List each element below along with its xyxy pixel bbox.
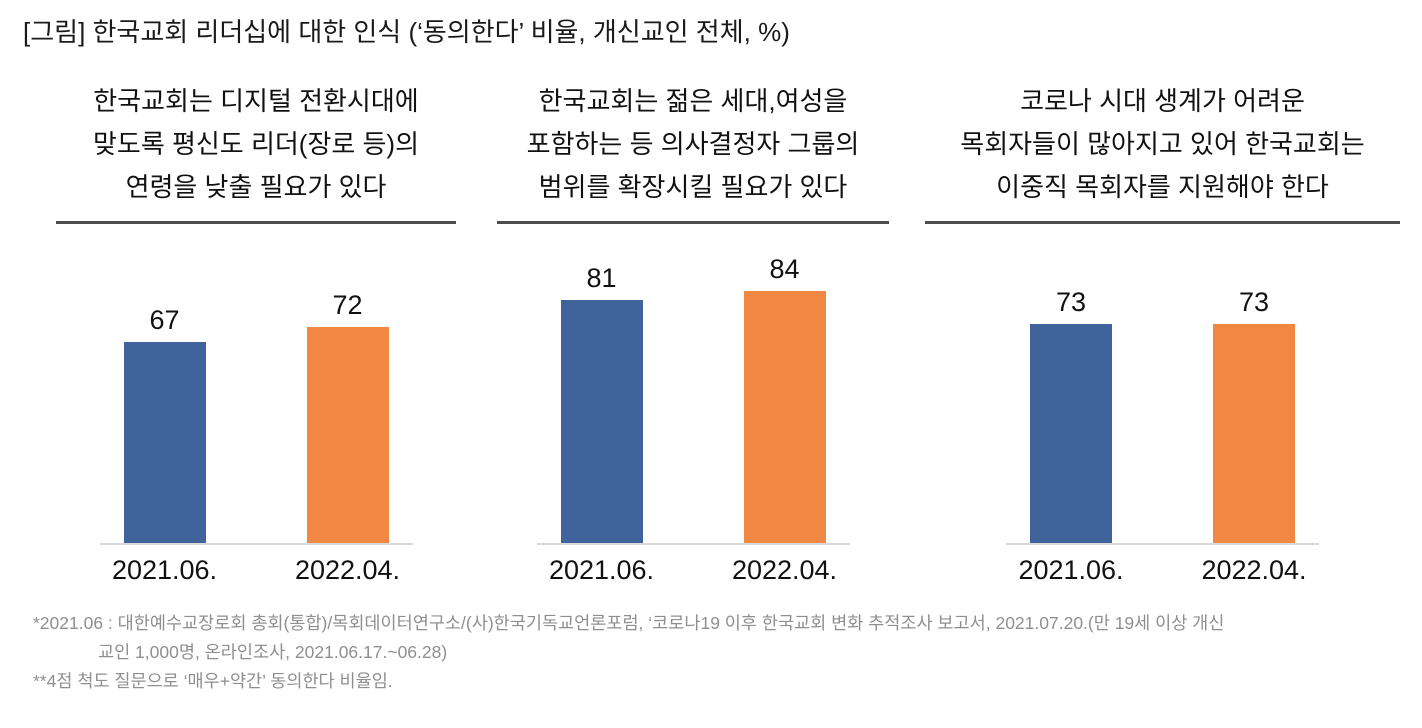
panel-question: 한국교회는 젊은 세대,여성을 포함하는 등 의사결정자 그룹의 범위를 확장시… (497, 80, 889, 209)
panel-question: 한국교회는 디지털 전환시대에 맞도록 평신도 리더(장로 등)의 연령을 낮출… (56, 80, 456, 209)
question-line: 한국교회는 디지털 전환시대에 (93, 86, 419, 116)
category-labels: 2021.06. 2022.04. (1006, 555, 1319, 585)
bar-2022-04 (743, 291, 826, 543)
figure-title: [그림] 한국교회 리더십에 대한 인식 (‘동의한다’ 비율, 개신교인 전체… (23, 17, 790, 47)
bar-2021-06 (1030, 324, 1112, 543)
panel-bivocational-pastors: 코로나 시대 생계가 어려운 목회자들이 많아지고 있어 한국교회는 이중직 목… (925, 80, 1400, 585)
category-labels: 2021.06. 2022.04. (537, 555, 850, 585)
bar-value-label: 81 (586, 263, 617, 293)
bar-group-2021-06: 67 (100, 305, 230, 543)
category-label-2021-06: 2021.06. (111, 555, 218, 585)
bars-row: 81 84 (537, 243, 850, 543)
bar-value-label: 73 (1238, 287, 1270, 317)
x-axis-line (99, 543, 413, 545)
bar-2021-06 (123, 342, 206, 543)
question-line: 이중직 목회자를 지원해야 한다 (996, 172, 1329, 202)
panel-question: 코로나 시대 생계가 어려운 목회자들이 많아지고 있어 한국교회는 이중직 목… (925, 80, 1400, 209)
question-line: 코로나 시대 생계가 어려운 (1020, 86, 1305, 116)
bar-2021-06 (560, 300, 643, 543)
category-label-2021-06: 2021.06. (548, 555, 655, 585)
category-labels: 2021.06. 2022.04. (100, 555, 413, 585)
bars-row: 67 72 (100, 243, 413, 543)
heading-underline (56, 221, 456, 224)
panel-digital-leadership: 한국교회는 디지털 전환시대에 맞도록 평신도 리더(장로 등)의 연령을 낮출… (56, 80, 456, 585)
bar-value-label: 67 (149, 305, 180, 335)
x-axis-line (1006, 543, 1319, 545)
footnote-source-line-1: *2021.06 : 대한예수교장로회 총회(통합)/목회데이터연구소/(사)한… (33, 613, 1225, 633)
bar-group-2022-04: 73 (1189, 287, 1319, 543)
bar-2022-04 (1213, 324, 1295, 543)
footnote-scale-note: **4점 척도 질문으로 ‘매우+약간’ 동의한다 비율임. (33, 671, 393, 691)
question-line: 포함하는 등 의사결정자 그룹의 (526, 129, 860, 159)
panel-decision-makers: 한국교회는 젊은 세대,여성을 포함하는 등 의사결정자 그룹의 범위를 확장시… (497, 80, 889, 585)
question-line: 연령을 낮출 필요가 있다 (125, 172, 387, 202)
x-axis-line (536, 543, 850, 545)
bars-row: 73 73 (1006, 243, 1319, 543)
category-label-2022-04: 2022.04. (1201, 555, 1307, 585)
bar-plot: 73 73 2021.06. 2022.04. (1006, 243, 1319, 585)
heading-underline (925, 221, 1400, 224)
footnote-source-line-2: 교인 1,000명, 온라인조사, 2021.06.17.~06.28) (98, 642, 448, 662)
panels-row: 한국교회는 디지털 전환시대에 맞도록 평신도 리더(장로 등)의 연령을 낮출… (0, 80, 1422, 585)
bar-group-2021-06: 73 (1006, 287, 1136, 543)
bar-2022-04 (306, 327, 389, 543)
footnotes: *2021.06 : 대한예수교장로회 총회(통합)/목회데이터연구소/(사)한… (33, 609, 1422, 696)
question-line: 목회자들이 많아지고 있어 한국교회는 (960, 129, 1365, 159)
question-line: 맞도록 평신도 리더(장로 등)의 (92, 129, 420, 159)
category-label-2021-06: 2021.06. (1018, 555, 1124, 585)
question-line: 범위를 확장시킬 필요가 있다 (538, 172, 848, 202)
bar-value-label: 72 (332, 290, 363, 320)
bar-value-label: 73 (1055, 287, 1087, 317)
category-label-2022-04: 2022.04. (731, 555, 838, 585)
bar-group-2022-04: 72 (283, 290, 413, 543)
heading-underline (497, 221, 889, 224)
bar-group-2022-04: 84 (720, 254, 850, 543)
bar-plot: 67 72 2021.06. 2022.04. (99, 243, 413, 585)
bar-group-2021-06: 81 (537, 263, 667, 543)
category-label-2022-04: 2022.04. (294, 555, 401, 585)
bar-plot: 81 84 2021.06. 2022.04. (536, 243, 850, 585)
bar-value-label: 84 (769, 254, 800, 284)
question-line: 한국교회는 젊은 세대,여성을 (538, 86, 848, 116)
